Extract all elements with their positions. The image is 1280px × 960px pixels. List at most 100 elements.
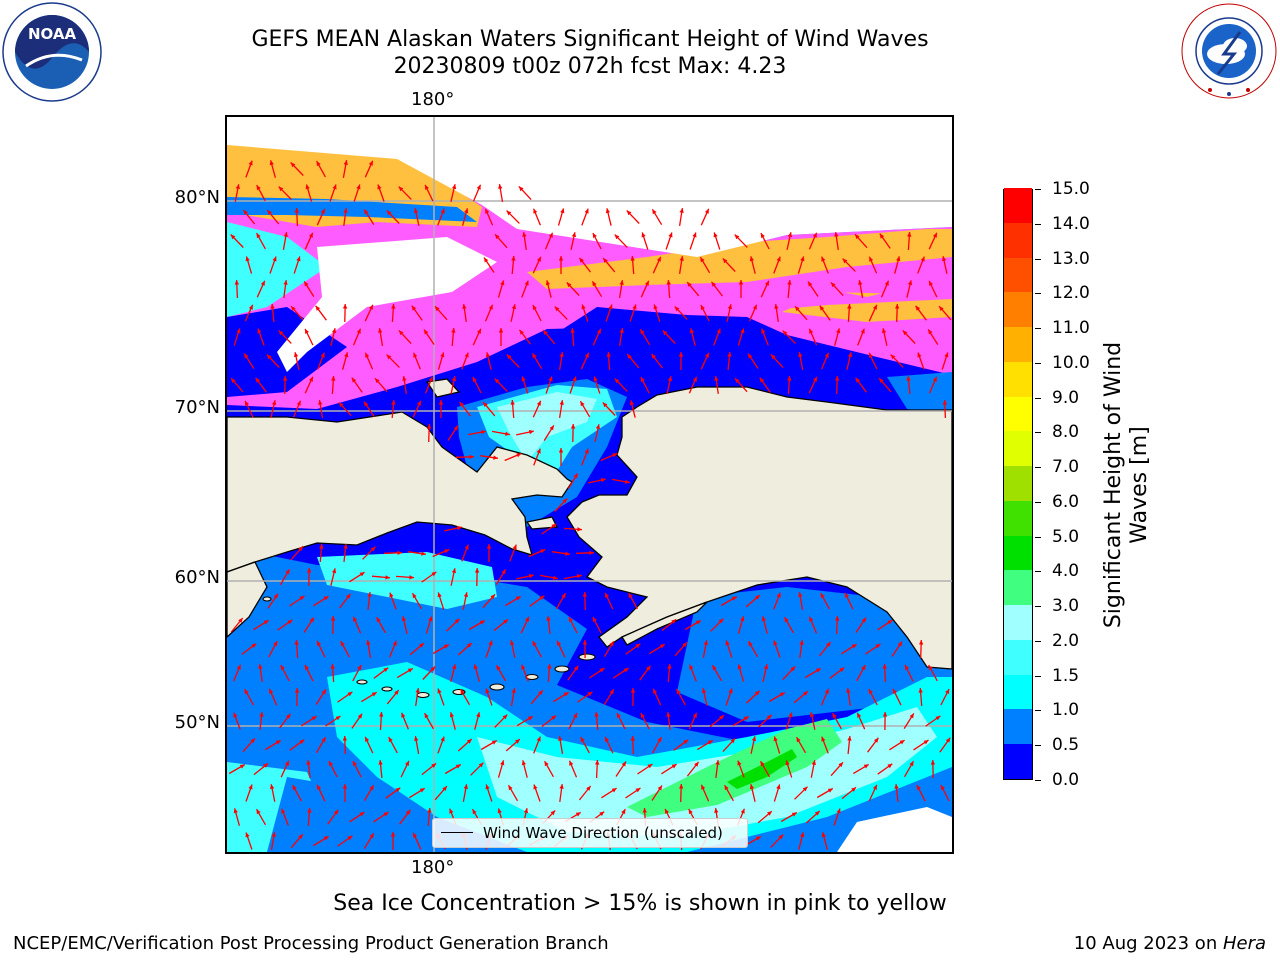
colorbar-tick [1035,571,1041,573]
wave-direction-arrow [544,760,554,778]
wave-direction-arrow [474,567,480,587]
wave-direction-arrow [510,687,516,707]
graticule [227,117,952,852]
colorbar-tick [1035,397,1041,399]
wave-direction-arrow [230,617,244,633]
wave-direction-arrow [640,376,650,394]
wave-direction-arrow [928,232,938,250]
wave-direction-arrow [342,303,348,323]
wave-direction-arrow [651,208,663,226]
wave-direction-arrow [423,329,435,345]
wave-direction-arrow [588,477,606,484]
colorbar-tick-label: 8.0 [1052,422,1080,443]
wave-direction-arrow [386,354,400,368]
wave-direction-arrow [749,784,756,802]
colorbar-segment [1004,535,1032,571]
footer-date: 10 Aug 2023 on Hera [1074,933,1266,954]
wave-direction-arrow [294,207,299,227]
wave-direction-arrow [747,640,759,658]
wave-direction-arrow [470,762,484,776]
wave-direction-arrow [316,208,326,226]
wave-direction-arrow [858,279,864,299]
wave-direction-arrow [330,663,335,683]
wave-direction-arrow [342,159,348,179]
wave-direction-arrow [330,615,336,635]
wave-direction-arrow [533,736,541,754]
wave-direction-arrow [329,184,337,202]
wave-direction-arrow [521,280,529,298]
wave-direction-arrow [661,618,677,632]
colorbar-tick [1035,328,1041,330]
wave-direction-arrow [816,787,834,799]
wave-direction-arrow [313,595,329,607]
wave-direction-arrow [390,832,396,850]
colorbar-tick-label: 5.0 [1052,526,1080,547]
wave-direction-arrow [782,330,796,344]
wave-direction-arrow [474,712,481,730]
wave-direction-arrow [504,595,522,607]
colorbar-tick-label: 15.0 [1052,179,1090,199]
wave-direction-arrow [745,594,761,608]
wave-direction-arrow [891,641,903,657]
wave-direction-arrow [602,257,616,273]
wave-direction-arrow [696,739,714,751]
wave-direction-arrow [688,376,698,394]
wave-direction-arrow [242,209,256,225]
wave-direction-arrow [306,567,312,587]
wave-direction-arrow [269,256,277,274]
footer-credit: NCEP/EMC/Verification Post Processing Pr… [13,933,609,954]
wave-direction-arrow [399,809,411,825]
wave-direction-arrow [732,715,750,727]
wave-direction-arrow [424,712,434,730]
wave-direction-arrow [748,304,758,322]
wind-wave-vectors [228,159,952,851]
wave-direction-arrow [689,664,697,682]
wave-direction-arrow [650,353,664,369]
wave-direction-arrow [455,454,475,459]
wave-direction-arrow [485,784,493,802]
wave-direction-arrow [615,761,627,777]
wave-direction-arrow [461,208,469,226]
wave-direction-arrow [301,715,317,727]
wave-direction-arrow [516,429,534,436]
wave-direction-arrow [759,760,771,778]
wave-direction-arrow [591,280,603,298]
wave-direction-arrow [438,400,444,418]
wave-direction-arrow [603,688,615,706]
wave-direction-arrow [830,761,844,777]
wave-direction-arrow [412,832,422,850]
wave-direction-arrow [808,376,818,394]
wave-direction-arrow [820,352,830,370]
wave-direction-arrow [278,186,292,200]
wave-direction-arrow [808,232,818,250]
wave-direction-arrow [568,616,578,634]
wave-direction-arrow [566,282,580,296]
colorbar-tick-label: 3.0 [1052,596,1080,617]
wave-direction-arrow [352,328,362,346]
wave-direction-arrow [855,377,867,393]
wave-direction-arrow [852,763,870,775]
wave-direction-arrow [411,592,423,610]
wave-direction-arrow [364,304,374,322]
wave-direction-arrow [630,735,635,755]
land-chukotka-siberia [227,411,573,573]
wave-direction-arrow [558,399,564,419]
noaa-logo-text: NOAA [28,25,77,43]
wave-direction-arrow [856,712,866,730]
wave-direction-arrow [400,760,410,778]
wave-direction-arrow [233,712,241,730]
wave-direction-arrow [472,328,482,346]
wave-direction-arrow [283,280,288,298]
wave-direction-arrow [750,736,757,754]
sea-ice-note: Sea Ice Concentration > 15% is shown in … [333,891,947,916]
wave-direction-arrow [830,281,844,297]
wave-direction-arrow [761,616,768,634]
wave-direction-arrow [582,591,587,611]
wave-direction-arrow [618,327,624,347]
wave-direction-arrow [541,523,557,535]
wave-direction-arrow [306,760,311,778]
wave-direction-arrow [269,160,277,178]
wave-direction-arrow [867,737,879,753]
wave-direction-arrow [532,208,542,226]
wave-direction-arrow [486,544,492,562]
